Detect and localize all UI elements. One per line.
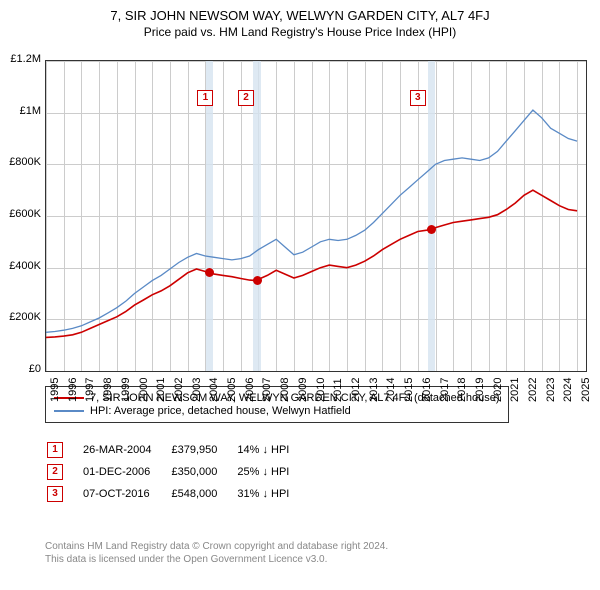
x-tick-label: 2020	[492, 378, 504, 402]
sale-diff: 31% ↓ HPI	[237, 484, 307, 504]
legend-swatch-hpi	[54, 410, 84, 412]
sales-row-1: 1 26-MAR-2004£379,95014% ↓ HPI	[47, 440, 307, 460]
sale-date: 01-DEC-2006	[83, 462, 169, 482]
x-tick-label: 2022	[527, 378, 539, 402]
x-tick-label: 2010	[315, 378, 327, 402]
x-tick-label: 2015	[403, 378, 415, 402]
x-tick-label: 2001	[155, 378, 167, 402]
x-tick-label: 2002	[173, 378, 185, 402]
chart-title: 7, SIR JOHN NEWSOM WAY, WELWYN GARDEN CI…	[0, 8, 600, 39]
sale-marker-1: 1	[197, 90, 213, 106]
sales-row-marker: 3	[47, 486, 63, 502]
y-tick-label: £1M	[1, 105, 41, 117]
x-tick-label: 2024	[562, 378, 574, 402]
x-tick-label: 2000	[138, 378, 150, 402]
sale-price: £350,000	[171, 462, 235, 482]
x-tick-label: 2012	[350, 378, 362, 402]
y-tick-label: £200K	[1, 311, 41, 323]
x-tick-label: 2016	[421, 378, 433, 402]
sales-table: 1 26-MAR-2004£379,95014% ↓ HPI 2 01-DEC-200…	[45, 438, 309, 506]
x-tick-label: 2017	[439, 378, 451, 402]
x-tick-label: 2005	[226, 378, 238, 402]
sale-dot-2	[253, 276, 262, 285]
sales-row-marker: 1	[47, 442, 63, 458]
y-tick-label: £1.2M	[1, 53, 41, 65]
legend-label-hpi: HPI: Average price, detached house, Welw…	[90, 405, 351, 417]
x-tick-label: 2019	[474, 378, 486, 402]
sales-row-marker: 2	[47, 464, 63, 480]
title-line-1: 7, SIR JOHN NEWSOM WAY, WELWYN GARDEN CI…	[0, 8, 600, 23]
x-tick-label: 2023	[545, 378, 557, 402]
series-hpi	[46, 110, 577, 332]
x-tick-label: 1997	[84, 378, 96, 402]
title-line-2: Price paid vs. HM Land Registry's House …	[0, 25, 600, 39]
sale-date: 26-MAR-2004	[83, 440, 169, 460]
sale-price: £379,950	[171, 440, 235, 460]
sale-diff: 25% ↓ HPI	[237, 462, 307, 482]
x-tick-label: 1998	[102, 378, 114, 402]
sales-row-3: 3 07-OCT-2016£548,00031% ↓ HPI	[47, 484, 307, 504]
x-tick-label: 2021	[509, 378, 521, 402]
y-tick-label: £400K	[1, 260, 41, 272]
x-tick-label: 1996	[67, 378, 79, 402]
sale-diff: 14% ↓ HPI	[237, 440, 307, 460]
x-tick-label: 1995	[49, 378, 61, 402]
sales-row-2: 2 01-DEC-2006£350,00025% ↓ HPI	[47, 462, 307, 482]
chart-plot-area	[45, 60, 587, 372]
x-tick-label: 2011	[332, 378, 344, 402]
sale-marker-3: 3	[410, 90, 426, 106]
y-tick-label: £600K	[1, 208, 41, 220]
x-tick-label: 2008	[279, 378, 291, 402]
sale-price: £548,000	[171, 484, 235, 504]
series-property	[46, 190, 577, 337]
y-tick-label: £800K	[1, 156, 41, 168]
x-tick-label: 1999	[120, 378, 132, 402]
x-tick-label: 2009	[297, 378, 309, 402]
attribution: Contains HM Land Registry data © Crown c…	[45, 540, 388, 566]
attribution-line-1: Contains HM Land Registry data © Crown c…	[45, 540, 388, 553]
sale-marker-2: 2	[238, 90, 254, 106]
x-tick-label: 2018	[456, 378, 468, 402]
sale-date: 07-OCT-2016	[83, 484, 169, 504]
legend-row-hpi: HPI: Average price, detached house, Welw…	[54, 405, 500, 417]
x-tick-label: 2004	[208, 378, 220, 402]
sale-dot-3	[427, 225, 436, 234]
x-tick-label: 2006	[244, 378, 256, 402]
x-tick-label: 2013	[368, 378, 380, 402]
x-tick-label: 2025	[580, 378, 592, 402]
attribution-line-2: This data is licensed under the Open Gov…	[45, 553, 388, 566]
y-tick-label: £0	[1, 363, 41, 375]
x-tick-label: 2007	[261, 378, 273, 402]
x-tick-label: 2014	[385, 378, 397, 402]
x-tick-label: 2003	[191, 378, 203, 402]
